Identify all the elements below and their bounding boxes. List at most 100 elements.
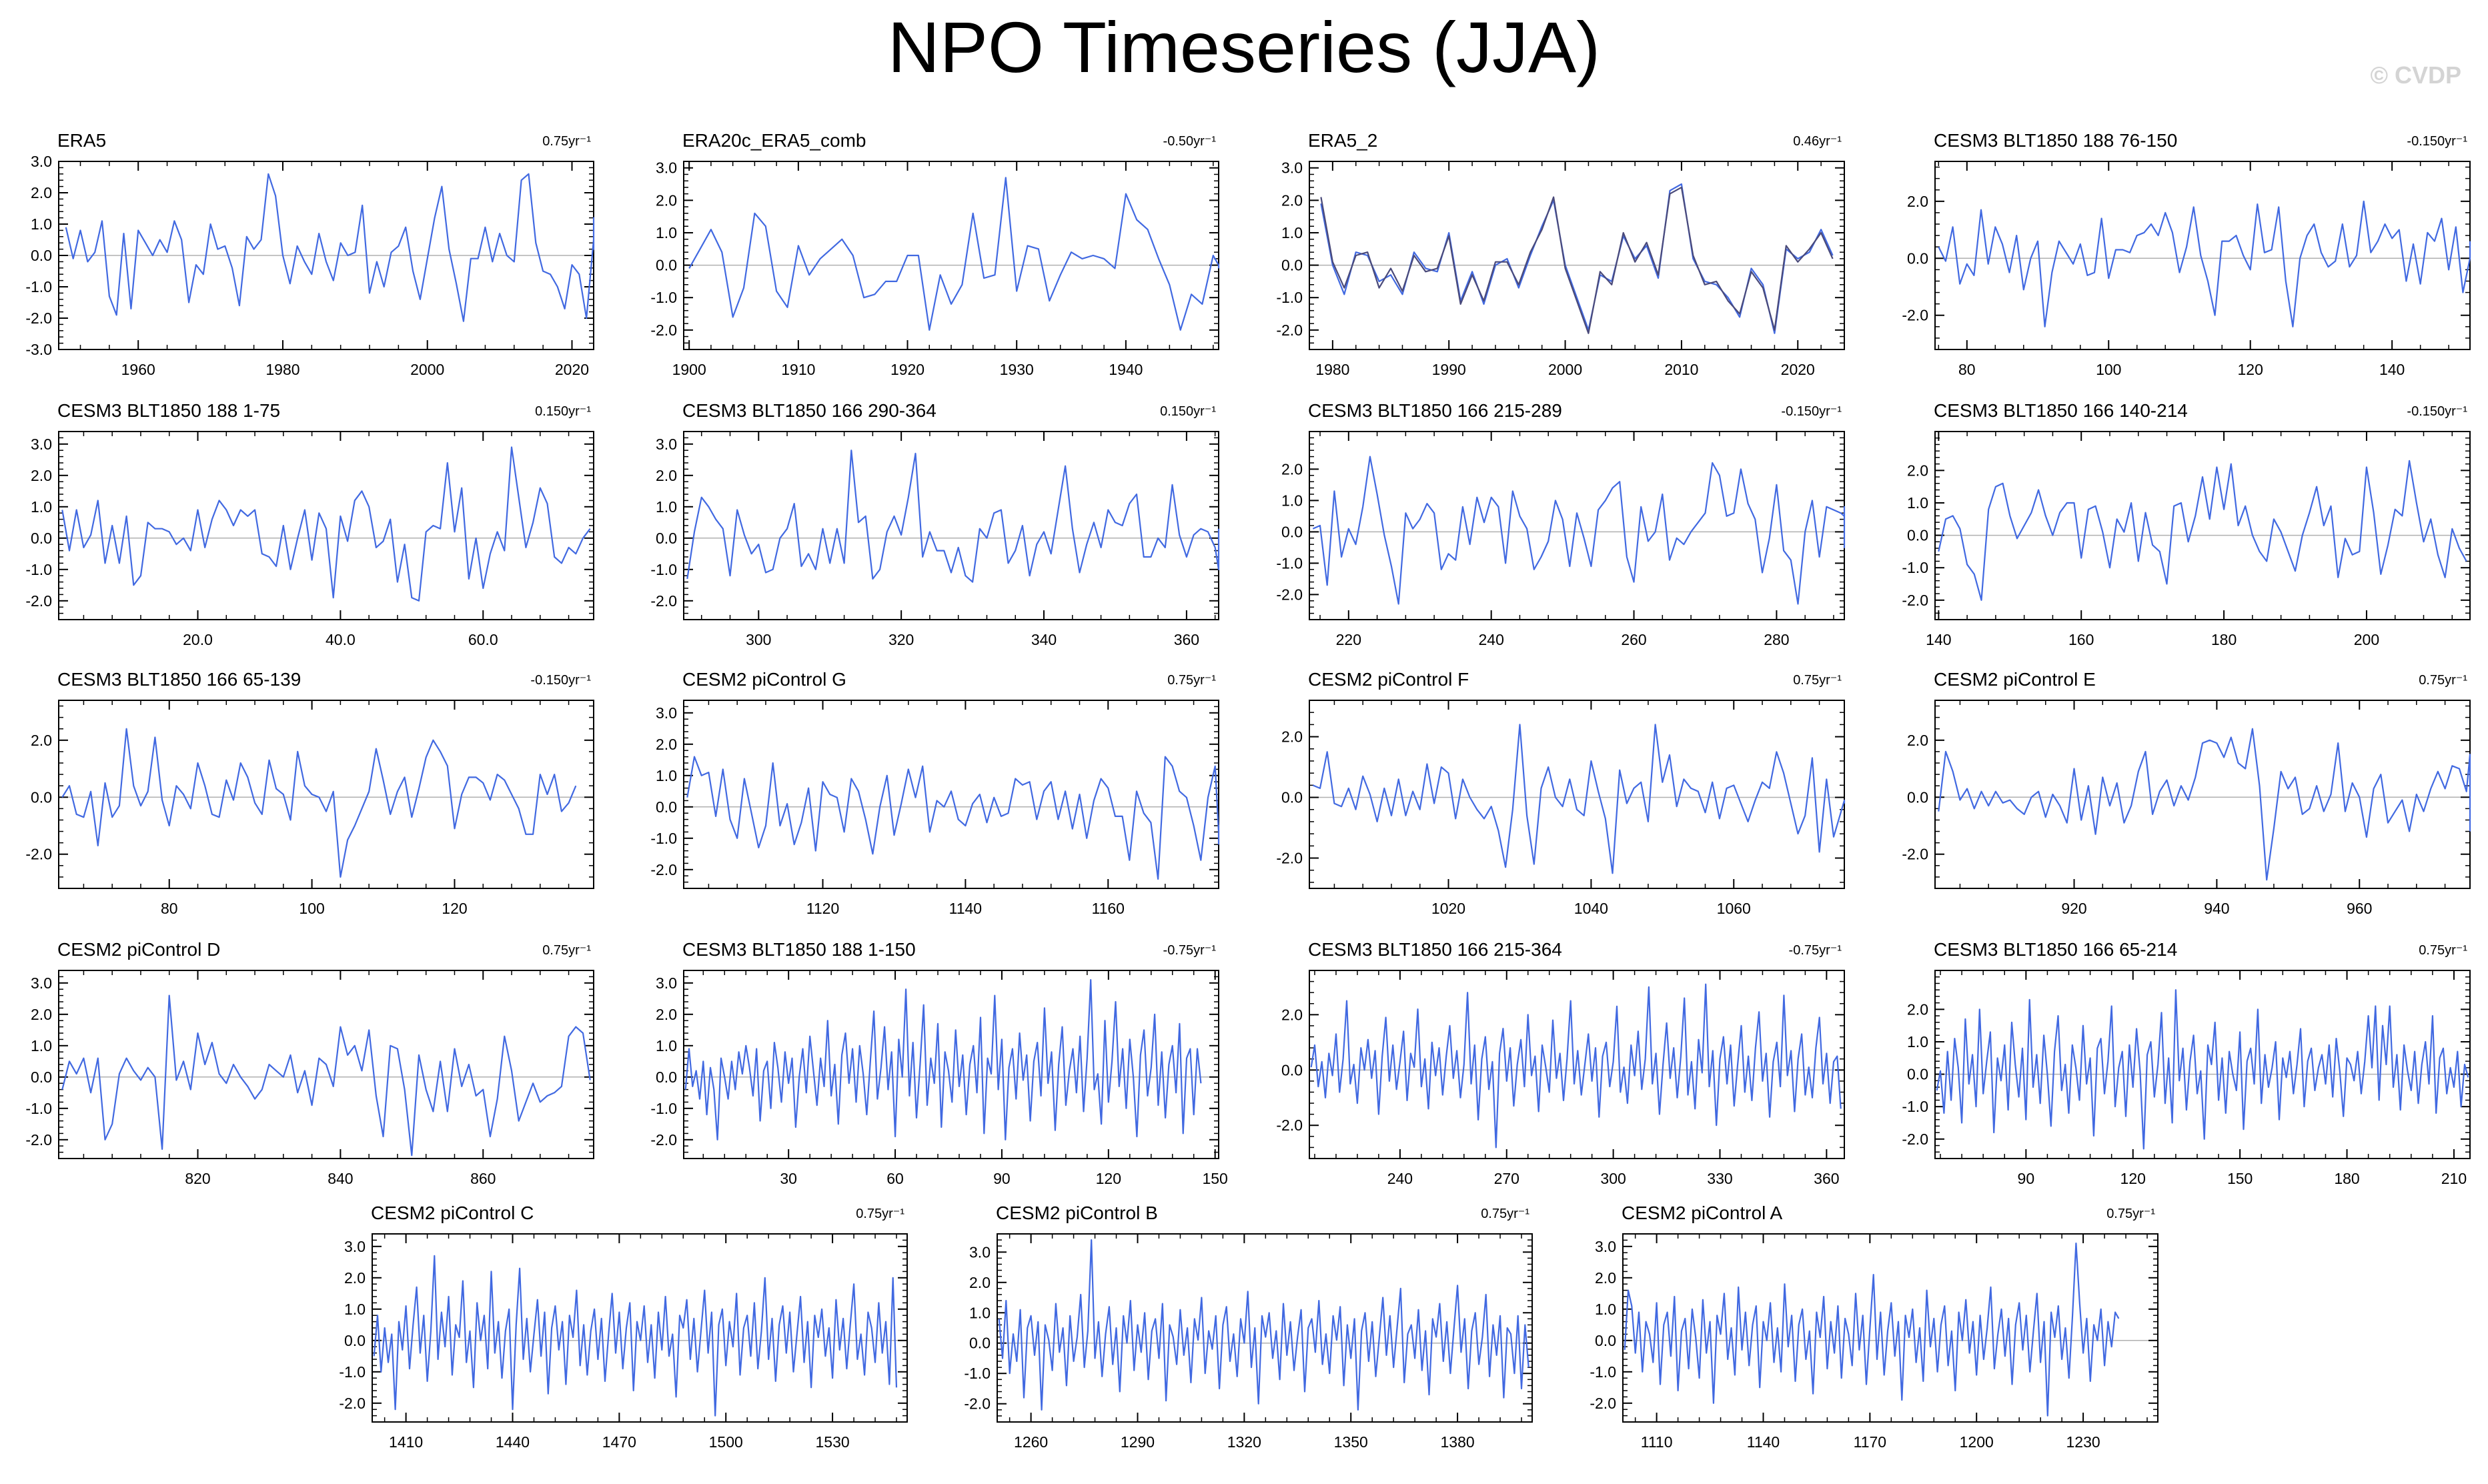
x-tick-label: 940 bbox=[2204, 900, 2229, 917]
panel-title: CESM2 piControl E bbox=[1934, 669, 2096, 690]
y-tick-label: -2.0 bbox=[1902, 307, 1928, 324]
series-line-1 bbox=[373, 1255, 898, 1417]
y-tick-label: 1.0 bbox=[1281, 224, 1303, 241]
x-tick-label: 240 bbox=[1478, 631, 1503, 648]
series-line-1 bbox=[1624, 1242, 2120, 1417]
x-tick-label: 270 bbox=[1494, 1170, 1519, 1187]
x-tick-label: 1290 bbox=[1121, 1433, 1155, 1451]
y-tick-label: -2.0 bbox=[650, 1131, 677, 1149]
panel-title: CESM3 BLT1850 166 290-364 bbox=[682, 400, 937, 421]
y-tick-label: 1.0 bbox=[1281, 492, 1303, 509]
x-tick-label: 1200 bbox=[1960, 1433, 1994, 1451]
x-tick-label: 1900 bbox=[672, 361, 706, 378]
page-title: NPO Timeseries (JJA) bbox=[887, 7, 1601, 87]
x-tick-label: 1110 bbox=[1641, 1433, 1673, 1451]
y-tick-label: 2.0 bbox=[1907, 193, 1928, 210]
y-tick-label: 1.0 bbox=[969, 1304, 991, 1321]
y-tick-label: 0.0 bbox=[656, 530, 677, 547]
x-tick-label: 1350 bbox=[1334, 1433, 1368, 1451]
x-tick-label: 20.0 bbox=[183, 631, 213, 648]
x-tick-label: 200 bbox=[2354, 631, 2379, 648]
x-tick-label: 1260 bbox=[1014, 1433, 1048, 1451]
series-line-1 bbox=[1310, 983, 1842, 1149]
x-tick-label: 1020 bbox=[1431, 900, 1465, 917]
y-tick-label: 3.0 bbox=[344, 1238, 366, 1255]
y-tick-label: 1.0 bbox=[656, 767, 677, 784]
trend-label: 0.75yr⁻¹ bbox=[2419, 673, 2467, 688]
panel-title: CESM3 BLT1850 166 65-139 bbox=[57, 669, 301, 690]
trend-label: -0.75yr⁻¹ bbox=[1163, 943, 1217, 958]
x-tick-label: 1060 bbox=[1717, 900, 1751, 917]
y-tick-label: 2.0 bbox=[1907, 1000, 1928, 1018]
panel-15: CESM3 BLT1850 166 215-364 -0.75yr⁻¹ -2.0 0.… bbox=[1276, 939, 1845, 1187]
plot-frame bbox=[1934, 161, 2471, 350]
y-tick-label: 0.0 bbox=[1281, 789, 1303, 806]
x-tick-label: 220 bbox=[1336, 631, 1361, 648]
y-tick-label: -1.0 bbox=[25, 278, 52, 295]
x-tick-label: 150 bbox=[1202, 1170, 1227, 1187]
trend-label: 0.75yr⁻¹ bbox=[1793, 673, 1842, 688]
plot-frame bbox=[372, 1233, 908, 1423]
panel-5: CESM3 BLT1850 188 1-75 0.150yr⁻¹ -2.0 -1.0 0… bbox=[25, 400, 594, 648]
series-line-1 bbox=[61, 446, 591, 602]
plot-frame bbox=[1309, 970, 1845, 1159]
panel-title: CESM2 piControl C bbox=[371, 1203, 534, 1223]
y-tick-label: 0.0 bbox=[1907, 527, 1928, 544]
y-tick-label: -2.0 bbox=[1902, 846, 1928, 863]
x-tick-label: 180 bbox=[2211, 631, 2237, 648]
panel-4: CESM3 BLT1850 188 76-150 -0.150yr⁻¹ -2.0 0.… bbox=[1902, 130, 2471, 378]
x-tick-label: 150 bbox=[2227, 1170, 2253, 1187]
x-tick-label: 360 bbox=[1814, 1170, 1839, 1187]
y-tick-label: 3.0 bbox=[31, 436, 52, 453]
series-line-1 bbox=[1938, 728, 2471, 881]
y-tick-label: 3.0 bbox=[1281, 159, 1303, 177]
panel-title: CESM3 BLT1850 166 65-214 bbox=[1934, 939, 2177, 960]
y-tick-label: -2.0 bbox=[25, 846, 52, 863]
y-tick-label: -2.0 bbox=[964, 1395, 991, 1413]
panel-1: ERA5 0.75yr⁻¹ -3.0 -2.0 -1.0 0.0 1.0 2.0 3.0 1960… bbox=[25, 130, 595, 378]
y-tick-label: 0.0 bbox=[31, 247, 52, 264]
y-tick-label: 2.0 bbox=[1281, 460, 1303, 478]
x-tick-label: 40.0 bbox=[326, 631, 356, 648]
plot-frame bbox=[1309, 700, 1845, 889]
trend-label: -0.75yr⁻¹ bbox=[1789, 943, 1842, 958]
y-tick-label: 1.0 bbox=[1595, 1301, 1616, 1318]
y-tick-label: 0.0 bbox=[1595, 1332, 1616, 1349]
y-tick-label: 2.0 bbox=[1281, 1006, 1303, 1023]
y-tick-label: 1.0 bbox=[656, 224, 677, 241]
x-tick-label: 80 bbox=[161, 900, 178, 917]
panel-3: ERA5_2 0.46yr⁻¹ -2.0 -1.0 0.0 1.0 2.0 3.0 1980 19… bbox=[1276, 130, 1845, 378]
plot-frame bbox=[683, 700, 1219, 889]
x-tick-label: 330 bbox=[1707, 1170, 1732, 1187]
x-tick-label: 60 bbox=[886, 1170, 904, 1187]
x-tick-label: 2010 bbox=[1664, 361, 1698, 378]
y-tick-label: 0.0 bbox=[31, 1068, 52, 1086]
y-tick-label: -1.0 bbox=[1590, 1363, 1616, 1381]
x-tick-label: 90 bbox=[993, 1170, 1011, 1187]
y-tick-label: -2.0 bbox=[650, 592, 677, 610]
y-tick-label: 0.0 bbox=[656, 798, 677, 816]
x-tick-label: 2000 bbox=[1548, 361, 1582, 378]
series-line-1 bbox=[65, 173, 595, 322]
panel-title: CESM3 BLT1850 188 1-150 bbox=[682, 939, 916, 960]
panel-title: ERA5 bbox=[57, 130, 106, 151]
y-tick-label: -2.0 bbox=[1590, 1395, 1616, 1412]
y-tick-label: 0.0 bbox=[31, 788, 52, 806]
trend-label: 0.150yr⁻¹ bbox=[1160, 404, 1216, 419]
panel-16: CESM3 BLT1850 166 65-214 0.75yr⁻¹ -2.0 -1.0… bbox=[1902, 939, 2471, 1187]
panel-title: CESM2 piControl F bbox=[1308, 669, 1469, 690]
panel-8: CESM3 BLT1850 166 140-214 -0.150yr⁻¹ -2.0 -… bbox=[1902, 400, 2471, 648]
y-tick-label: 0.0 bbox=[656, 257, 677, 274]
series-line-1 bbox=[61, 994, 591, 1157]
y-tick-label: -2.0 bbox=[25, 1131, 52, 1149]
x-tick-label: 2020 bbox=[1781, 361, 1815, 378]
x-tick-label: 30 bbox=[780, 1170, 797, 1187]
series-line-1 bbox=[688, 177, 1220, 331]
y-tick-label: 3.0 bbox=[1595, 1238, 1616, 1255]
x-tick-label: 1230 bbox=[2066, 1433, 2100, 1451]
y-tick-label: -2.0 bbox=[1276, 586, 1303, 603]
panel-19: CESM2 piControl A 0.75yr⁻¹ -2.0 -1.0 0.0 1.0 2… bbox=[1590, 1203, 2158, 1451]
x-tick-label: 960 bbox=[2347, 900, 2372, 917]
panel-14: CESM3 BLT1850 188 1-150 -0.75yr⁻¹ -2.0 -1.0… bbox=[650, 939, 1227, 1187]
